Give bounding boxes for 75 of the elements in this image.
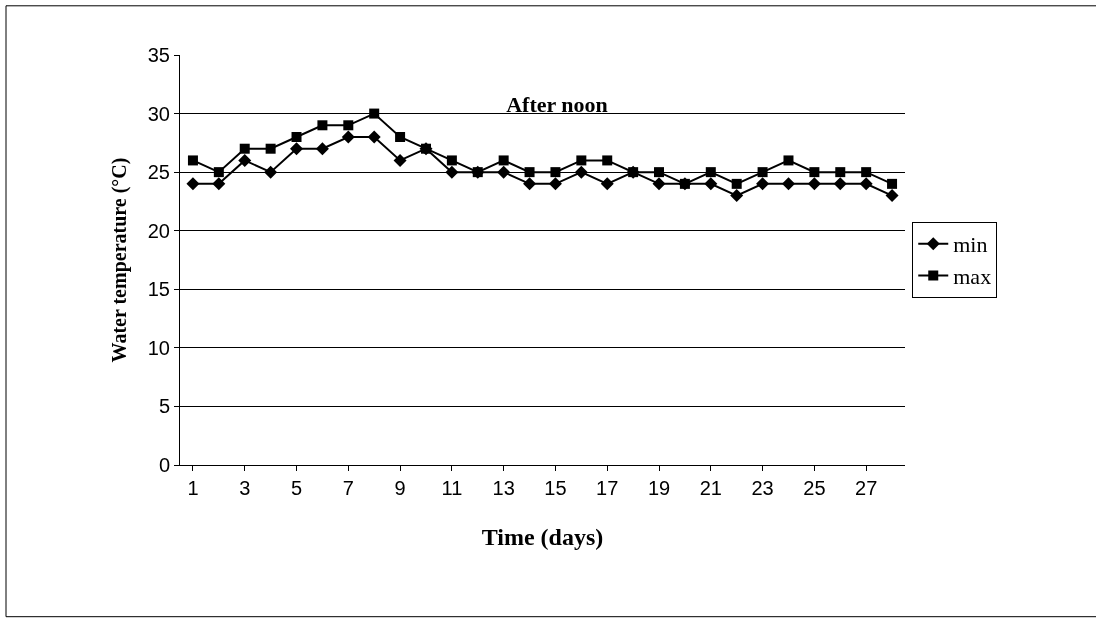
x-tick-label: 19 [647, 477, 671, 499]
y-tick-label: 20 [147, 219, 170, 242]
point [239, 143, 250, 154]
x-tick-label: 3 [239, 477, 251, 499]
point [317, 120, 328, 131]
point [550, 167, 561, 178]
point [498, 155, 509, 166]
point [783, 155, 794, 166]
x-tick-label: 11 [441, 477, 463, 499]
point [809, 167, 820, 178]
y-axis-title: Water temperature (°C) [108, 157, 132, 363]
point [652, 177, 666, 191]
point [290, 142, 304, 156]
point [315, 142, 329, 156]
point [887, 178, 898, 189]
point [576, 155, 587, 166]
legend-label: min [953, 232, 988, 258]
point [705, 167, 716, 178]
point [341, 130, 355, 144]
y-tick-label: 25 [147, 161, 170, 184]
point [291, 132, 302, 142]
point [833, 177, 847, 191]
point [238, 153, 252, 167]
point [600, 177, 614, 191]
point [187, 155, 198, 166]
x-tick-label: 5 [290, 477, 303, 499]
point [395, 132, 406, 142]
point [548, 177, 562, 191]
point [861, 167, 872, 178]
point [730, 189, 744, 203]
x-tick-label: 17 [596, 477, 619, 499]
point [212, 177, 226, 191]
text: After noon [506, 91, 608, 117]
point [497, 165, 511, 179]
x-tick-label: 25 [803, 477, 826, 499]
point [885, 189, 899, 203]
point [704, 177, 718, 191]
x-tick-label: 27 [855, 477, 878, 499]
point [524, 167, 535, 178]
y-tick-label: 5 [158, 395, 170, 418]
legend-label: max [953, 263, 992, 289]
point [756, 177, 770, 191]
x-tick-label: 15 [544, 477, 567, 499]
point [446, 155, 457, 166]
x-tick-label: 1 [187, 477, 199, 499]
x-tick-label: 21 [699, 477, 722, 499]
point [781, 177, 795, 191]
point [343, 120, 354, 131]
point [523, 177, 537, 191]
point [859, 177, 873, 191]
x-tick-label: 7 [342, 477, 354, 499]
point [186, 177, 200, 191]
point [369, 108, 380, 119]
y-tick-label: 0 [158, 454, 170, 476]
point [574, 165, 588, 179]
point [807, 177, 821, 191]
point [654, 167, 665, 178]
x-tick-label: 13 [492, 477, 515, 499]
point [757, 167, 768, 178]
point [264, 165, 278, 179]
x-tick-label: 9 [394, 477, 406, 499]
point [835, 167, 846, 178]
point [602, 155, 613, 166]
point [445, 165, 459, 179]
y-tick-label: 15 [147, 278, 170, 301]
point [265, 143, 276, 154]
x-axis-title: Time (days) [481, 524, 604, 551]
y-tick-label: 30 [147, 102, 170, 125]
x-tick-label: 23 [751, 477, 774, 499]
point [393, 153, 407, 167]
point [213, 167, 224, 178]
y-tick-label: 10 [147, 336, 170, 359]
point [731, 178, 742, 189]
point [367, 130, 381, 144]
y-tick-label: 35 [147, 44, 170, 66]
